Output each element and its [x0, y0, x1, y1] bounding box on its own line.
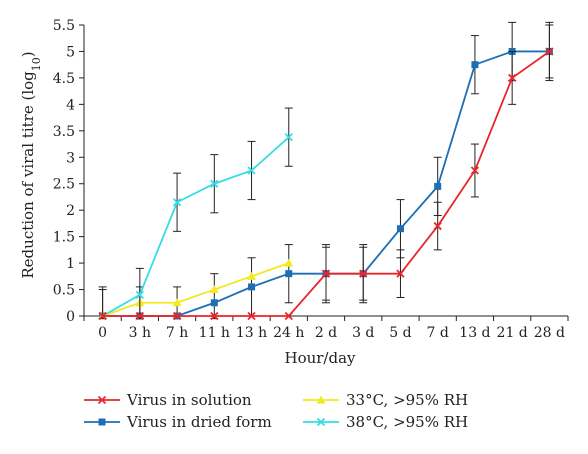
- x-tick-label: 7 h: [166, 325, 188, 341]
- series-3: [98, 107, 293, 321]
- data-point: [210, 299, 218, 307]
- y-tick-label: 1: [66, 256, 75, 272]
- legend-item: 33°C, >95% RH: [303, 391, 468, 409]
- data-point: [321, 269, 331, 278]
- y-tick-label: 0.5: [53, 283, 75, 299]
- legend: Virus in solution Virus in dried form 33°C…: [84, 391, 468, 431]
- series-0: [98, 24, 554, 321]
- data-point: [248, 283, 256, 291]
- y-axis-ticks: 0 0.5 1 1.5 2 2.5 3 3.5 4 4.5 5 5.5: [53, 18, 84, 325]
- y-axis-title-main: Reduction of viral titre (log: [19, 71, 37, 279]
- x-axis-ticks: 0 3 h 7 h 11 h 13 h 24 h 2 d 3 d 5 d 7 d 13 d 21 d 2…: [83, 316, 569, 341]
- legend-item: Virus in dried form: [84, 413, 272, 431]
- data-point: [471, 61, 479, 69]
- x-tick-label: 2 d: [315, 325, 337, 341]
- y-tick-label: 2: [66, 203, 75, 219]
- data-point: [135, 311, 144, 321]
- y-tick-label: 4: [66, 97, 75, 113]
- x-tick-label: 3 h: [129, 325, 151, 341]
- data-point: [172, 311, 182, 321]
- y-tick-label: 5: [66, 44, 75, 60]
- data-point: [396, 225, 404, 233]
- data-point: [210, 311, 219, 321]
- data-point: [247, 271, 257, 280]
- data-point: [284, 258, 294, 267]
- data-point: [98, 311, 107, 321]
- legend-marker: [316, 395, 326, 404]
- legend-item: 38°C, >95% RH: [303, 413, 468, 431]
- legend-label: Virus in solution: [126, 391, 252, 409]
- y-tick-label: 3.5: [53, 124, 75, 140]
- y-axis-title: Reduction of viral titre (log10): [19, 51, 43, 278]
- data-point: [172, 298, 182, 307]
- legend-marker: [316, 417, 326, 427]
- data-point: [433, 221, 442, 231]
- legend-marker: [98, 418, 106, 426]
- legend-marker: [97, 395, 107, 405]
- x-tick-label: 13 d: [459, 325, 490, 341]
- series-line: [102, 262, 290, 317]
- x-tick-label: 13 h: [236, 325, 267, 341]
- data-point: [470, 166, 480, 175]
- y-tick-label: 5.5: [53, 18, 75, 34]
- series-layer: [98, 21, 554, 321]
- data-point: [247, 311, 256, 321]
- data-point: [359, 269, 368, 278]
- data-point: [396, 269, 405, 278]
- legend-label: 33°C, >95% RH: [346, 391, 468, 409]
- y-tick-label: 4.5: [53, 71, 75, 87]
- data-point: [545, 47, 554, 56]
- data-point: [284, 311, 293, 321]
- y-tick-label: 1.5: [53, 230, 75, 246]
- x-axis-title: Hour/day: [284, 349, 356, 367]
- legend-label: Virus in dried form: [126, 413, 272, 431]
- data-point: [210, 179, 219, 188]
- y-tick-label: 2.5: [53, 177, 75, 193]
- data-point: [434, 182, 442, 190]
- y-axis-title-subscript: 10: [30, 57, 43, 71]
- x-tick-label: 28 d: [534, 325, 565, 341]
- data-point: [508, 73, 517, 83]
- x-tick-label: 11 h: [199, 325, 230, 341]
- data-point: [284, 133, 293, 142]
- series-2: [98, 258, 294, 320]
- x-tick-label: 7 d: [427, 325, 449, 341]
- data-point: [135, 290, 144, 299]
- x-tick-label: 0: [98, 325, 107, 341]
- data-point: [172, 198, 182, 207]
- data-point: [247, 166, 256, 175]
- y-axis-title-close: ): [19, 51, 37, 57]
- legend-item: Virus in solution: [84, 391, 252, 409]
- x-tick-label: 5 d: [389, 325, 411, 341]
- data-point: [285, 270, 293, 278]
- series-line: [102, 136, 290, 317]
- x-tick-label: 24 h: [273, 325, 304, 341]
- y-tick-label: 0: [66, 309, 75, 325]
- x-tick-label: 21 d: [497, 325, 528, 341]
- data-point: [209, 285, 219, 294]
- y-tick-label: 3: [66, 150, 75, 166]
- x-tick-label: 3 d: [352, 325, 374, 341]
- legend-label: 38°C, >95% RH: [346, 413, 468, 431]
